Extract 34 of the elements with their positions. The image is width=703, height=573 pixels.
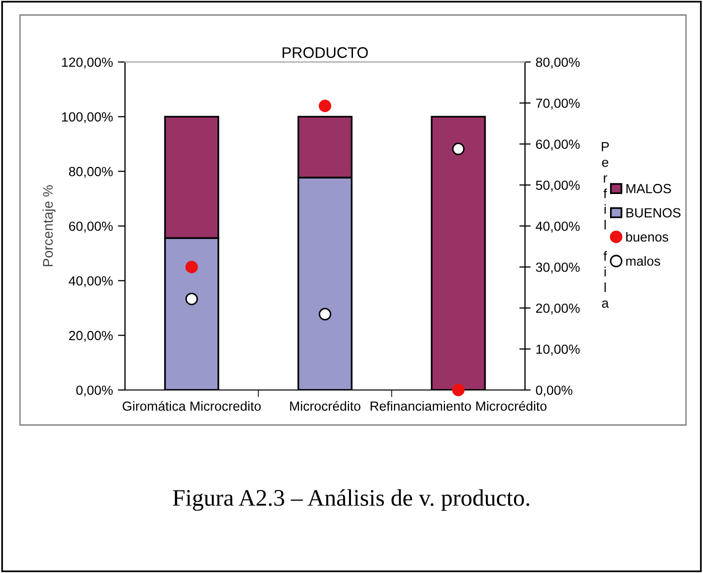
legend-label: MALOS (626, 184, 671, 194)
y2-tick-label: 50,00% (536, 180, 580, 192)
y-tick-label: 20,00% (69, 330, 113, 342)
y-tick-label: 40,00% (68, 276, 113, 288)
y2-tick-label: 0,00% (536, 386, 572, 396)
bar (430, 116, 486, 390)
y-tick-label: 60,00% (69, 222, 113, 232)
chart-title: PRODUCTO (282, 47, 368, 58)
y2-tick-label: 30,00% (536, 262, 580, 274)
legend-label: buenos (626, 232, 668, 242)
y-tick-label: 0,00% (76, 386, 113, 396)
y2-tick-label: 60,00% (536, 140, 580, 150)
y-tick-label: 80,00% (69, 166, 113, 178)
point (452, 384, 465, 396)
legend-label: BUENOS (626, 208, 681, 218)
point (185, 260, 198, 274)
y2-tick-label: 10,00% (536, 344, 580, 356)
y2-tick-label: 40,00% (536, 222, 580, 232)
text: Perfil fila (602, 142, 609, 308)
y2-tick-label: 80,00% (536, 58, 580, 68)
x-tick-label: Refinanciamiento Microcrédito (370, 400, 547, 411)
point (452, 142, 465, 156)
point (185, 292, 198, 306)
y2-tick-label: 70,00% (536, 98, 580, 110)
x-tick-label: Microcrédito (290, 400, 360, 411)
x-tick-label: Giromática Microcredito (122, 400, 261, 411)
y-axis-title: Porcentaje % (42, 185, 56, 266)
y2-tick-label: 20,00% (536, 304, 580, 314)
y-tick-label: 120,00% (62, 58, 113, 68)
text: Figura A2.3 – Análisis de v. producto. (172, 489, 530, 511)
legend-label: malos (626, 256, 660, 266)
point (318, 308, 332, 320)
y-tick-label: 100,00% (62, 112, 113, 124)
point (318, 100, 332, 112)
